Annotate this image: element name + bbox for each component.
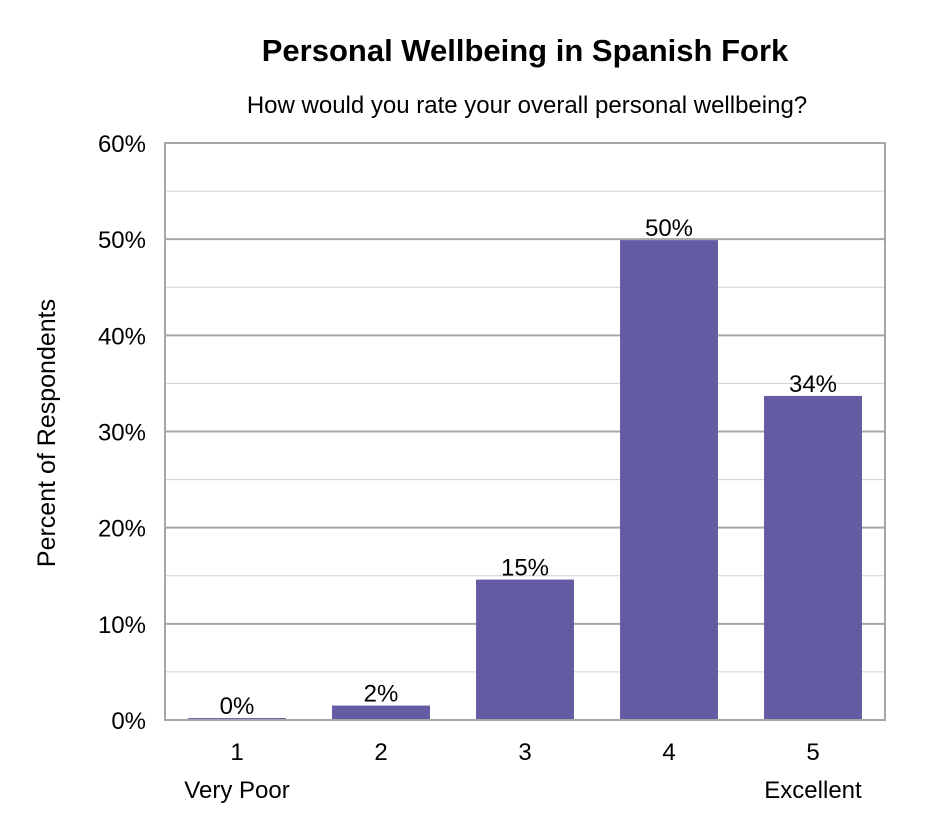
data-label-1: 0%	[220, 693, 255, 720]
plot-area-frame	[164, 142, 886, 721]
data-label-4: 50%	[645, 215, 693, 242]
x-tick-label-1: 1	[230, 739, 243, 766]
chart-subtitle: How would you rate your overall personal…	[247, 92, 807, 119]
y-tick-label: 20%	[98, 516, 146, 543]
data-label-2: 2%	[364, 681, 399, 708]
x-tick-label-3: 3	[518, 739, 531, 766]
y-tick-label: 40%	[98, 323, 146, 350]
x-tick-label-4: 4	[662, 739, 675, 766]
y-tick-label: 30%	[98, 420, 146, 447]
y-tick-label: 0%	[111, 708, 146, 735]
bar-4	[620, 240, 718, 720]
y-tick-labels: 0% 10% 20% 30% 40% 50% 60%	[98, 131, 146, 735]
y-tick-label: 50%	[98, 227, 146, 254]
data-label-3: 15%	[501, 555, 549, 582]
x-tick-labels: 1 Very Poor 2 3 4 5 Excellent	[184, 739, 862, 804]
x-tick-label-5: 5	[806, 739, 819, 766]
bar-5	[764, 395, 862, 720]
chart-title: Personal Wellbeing in Spanish Fork	[262, 33, 789, 68]
x-tick-label-2: 2	[374, 739, 387, 766]
bars	[188, 240, 862, 720]
y-tick-label: 60%	[98, 131, 146, 158]
y-axis-label: Percent of Respondents	[33, 299, 61, 567]
x-tick-sublabel-1: Very Poor	[184, 777, 289, 804]
bar-2	[332, 705, 430, 720]
bar-3	[476, 579, 574, 720]
data-label-5: 34%	[789, 371, 837, 398]
y-tick-label: 10%	[98, 612, 146, 639]
x-tick-sublabel-5: Excellent	[764, 777, 862, 804]
data-labels: 0% 2% 15% 50% 34%	[220, 215, 837, 720]
